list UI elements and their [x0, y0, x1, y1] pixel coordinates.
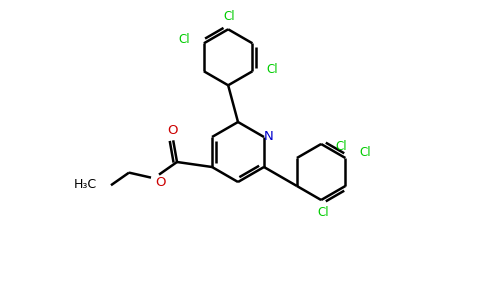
Text: Cl: Cl [318, 206, 329, 220]
Text: Cl: Cl [178, 33, 190, 46]
Text: Cl: Cl [360, 146, 371, 160]
Text: H₃C: H₃C [74, 178, 97, 191]
Text: Cl: Cl [267, 63, 278, 76]
Text: N: N [264, 130, 274, 142]
Text: O: O [167, 124, 178, 137]
Text: O: O [156, 176, 166, 189]
Text: Cl: Cl [223, 10, 235, 23]
Text: Cl: Cl [335, 140, 347, 152]
